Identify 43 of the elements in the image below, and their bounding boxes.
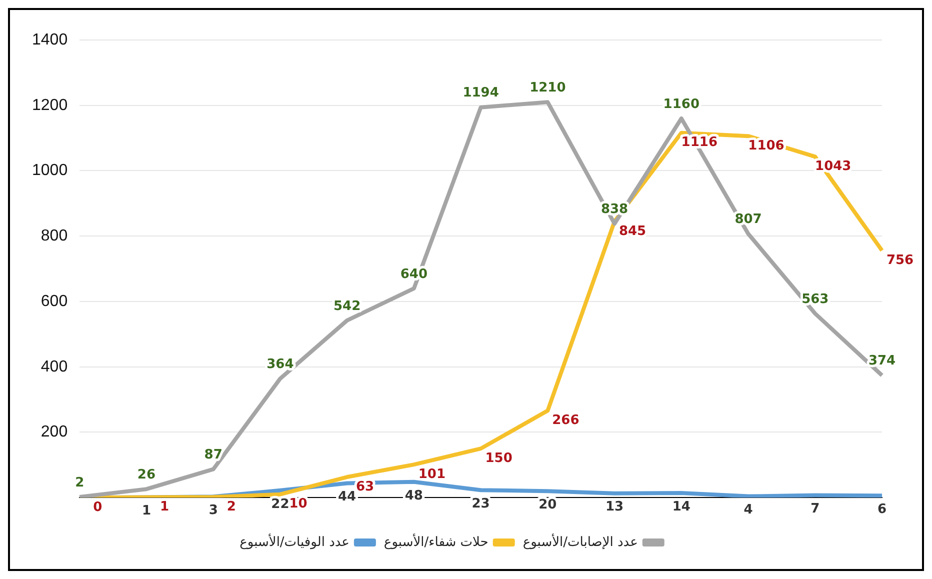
data-label: 1210 <box>530 80 566 96</box>
data-label: 22 <box>271 496 290 512</box>
legend-label: حلات شفاء/الأسبوع <box>384 532 488 550</box>
data-label: 838 <box>600 202 628 218</box>
data-label: 1194 <box>462 86 499 101</box>
data-label: 0 <box>93 500 102 515</box>
legend-label: عدد الوفيات/الأسبوع <box>240 532 350 550</box>
data-label: 845 <box>618 224 646 239</box>
data-label: 13 <box>605 500 624 515</box>
data-label: 1 <box>160 500 169 515</box>
data-label: 266 <box>552 413 580 428</box>
data-label: 2 <box>75 475 84 490</box>
data-label: 7 <box>810 502 820 517</box>
data-label: 6 <box>877 502 887 518</box>
data-label: 23 <box>472 496 490 512</box>
y-tick-label: 200 <box>40 424 68 441</box>
data-label: 640 <box>400 266 428 282</box>
data-label: 1 <box>142 504 151 519</box>
data-label: 1160 <box>663 96 700 112</box>
data-label: 14 <box>672 499 690 514</box>
y-tick-label: 800 <box>40 228 68 245</box>
data-label: 1116 <box>681 135 718 150</box>
y-tick-label: 1200 <box>32 96 68 114</box>
data-label: 4 <box>744 502 753 518</box>
data-label: 563 <box>802 292 829 307</box>
data-label: 364 <box>266 357 294 372</box>
data-label: 150 <box>485 450 512 466</box>
data-label: 87 <box>204 448 222 463</box>
data-label: 374 <box>868 354 896 369</box>
data-label: 26 <box>137 467 156 482</box>
y-tick-label: 1400 <box>32 31 68 48</box>
y-tick-label: 400 <box>40 358 68 376</box>
legend-label: عدد الإصابات/الأسبوع <box>522 532 638 550</box>
y-tick-label: 600 <box>40 292 68 310</box>
y-tick-label: 1000 <box>32 162 68 180</box>
data-label: 3 <box>208 502 218 518</box>
data-label: 20 <box>538 497 557 512</box>
data-label: 10 <box>289 496 308 512</box>
data-label: 756 <box>886 252 914 268</box>
data-label: 542 <box>333 298 361 314</box>
data-label: 807 <box>734 212 762 228</box>
data-label: 101 <box>418 466 446 482</box>
data-label: 2 <box>226 499 236 514</box>
